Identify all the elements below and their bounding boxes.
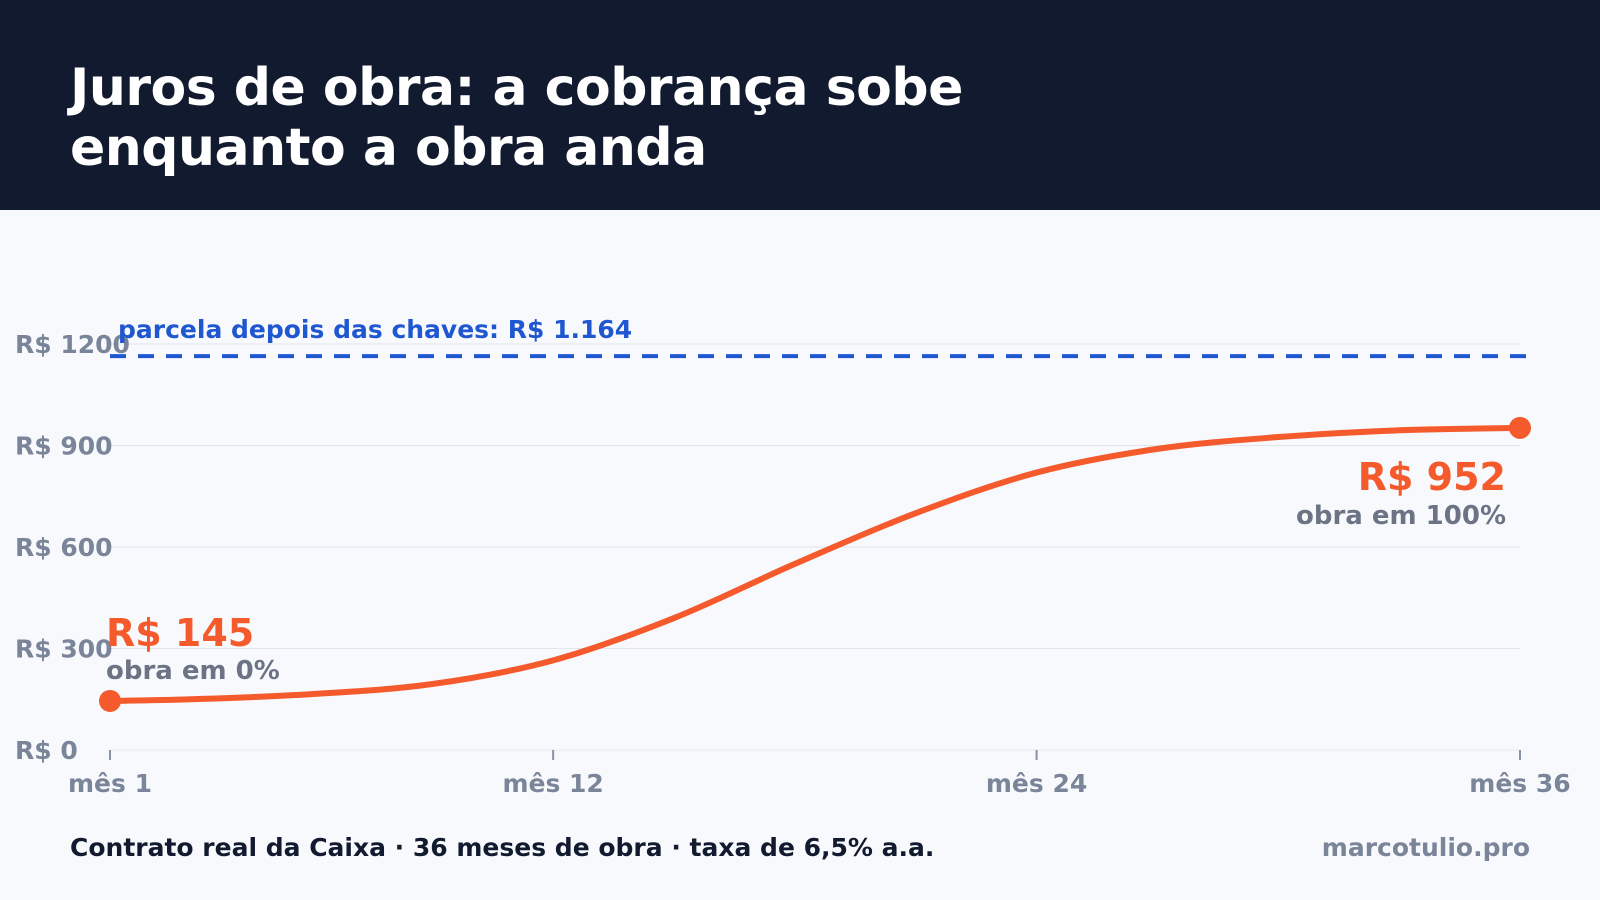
end-caption: obra em 100% [1296, 501, 1506, 531]
end-value-label: R$ 952 [1358, 455, 1506, 499]
page-title: Juros de obra: a cobrança sobe enquanto … [70, 58, 1170, 178]
y-tick-label: R$ 0 [15, 736, 78, 765]
reference-line-label: parcela depois das chaves: R$ 1.164 [118, 315, 632, 344]
series-line [107, 424, 1523, 704]
footer-note: Contrato real da Caixa · 36 meses de obr… [70, 833, 935, 862]
y-tick-label: R$ 300 [15, 635, 113, 664]
x-tick-label: mês 36 [1469, 769, 1570, 798]
title-line-1: Juros de obra: a cobrança sobe [70, 58, 963, 118]
y-tick-label: R$ 600 [15, 533, 113, 562]
start-value-label: R$ 145 [106, 611, 254, 655]
y-tick-label: R$ 1200 [15, 330, 130, 359]
start-caption: obra em 0% [106, 656, 280, 686]
y-tick-label: R$ 900 [15, 432, 113, 461]
x-tick-label: mês 12 [502, 769, 603, 798]
start-point [99, 689, 121, 712]
header-banner: Juros de obra: a cobrança sobe enquanto … [0, 0, 1600, 210]
end-point [1509, 416, 1531, 439]
footer-brand: marcotulio.pro [1321, 833, 1530, 862]
x-tick-label: mês 24 [986, 769, 1087, 798]
x-tick-label: mês 1 [68, 769, 152, 798]
title-line-2: enquanto a obra anda [70, 118, 707, 178]
